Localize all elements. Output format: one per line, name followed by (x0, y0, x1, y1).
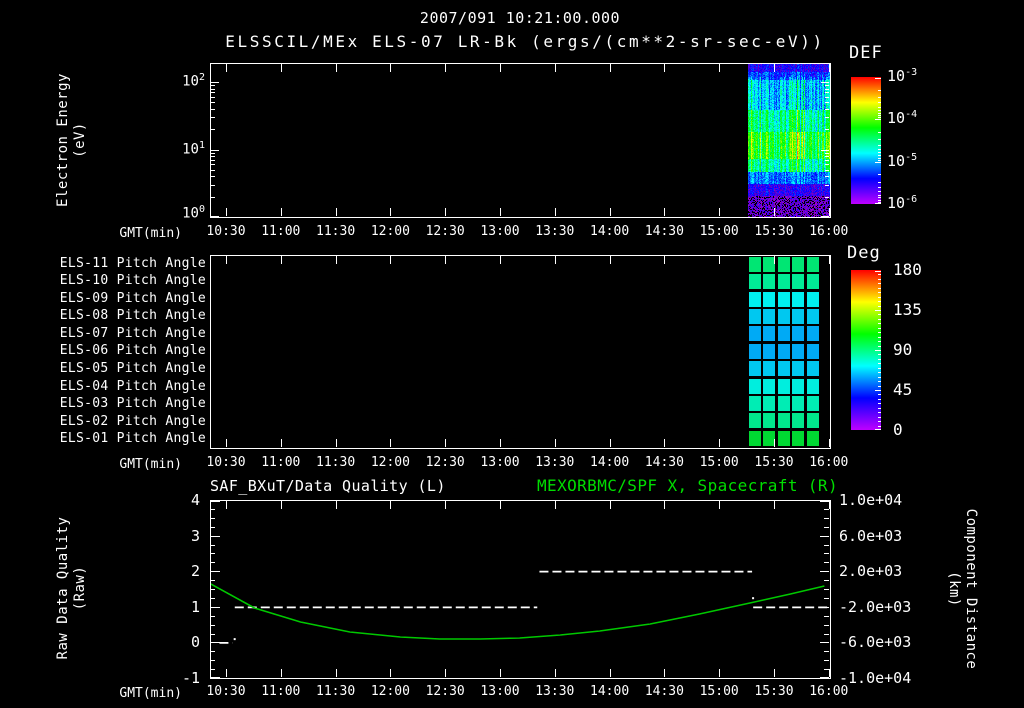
axes-ticks-overlay (0, 0, 1024, 708)
plot-screen: 2007/091 10:21:00.000 ELSSCIL/MEx ELS-07… (0, 0, 1024, 708)
